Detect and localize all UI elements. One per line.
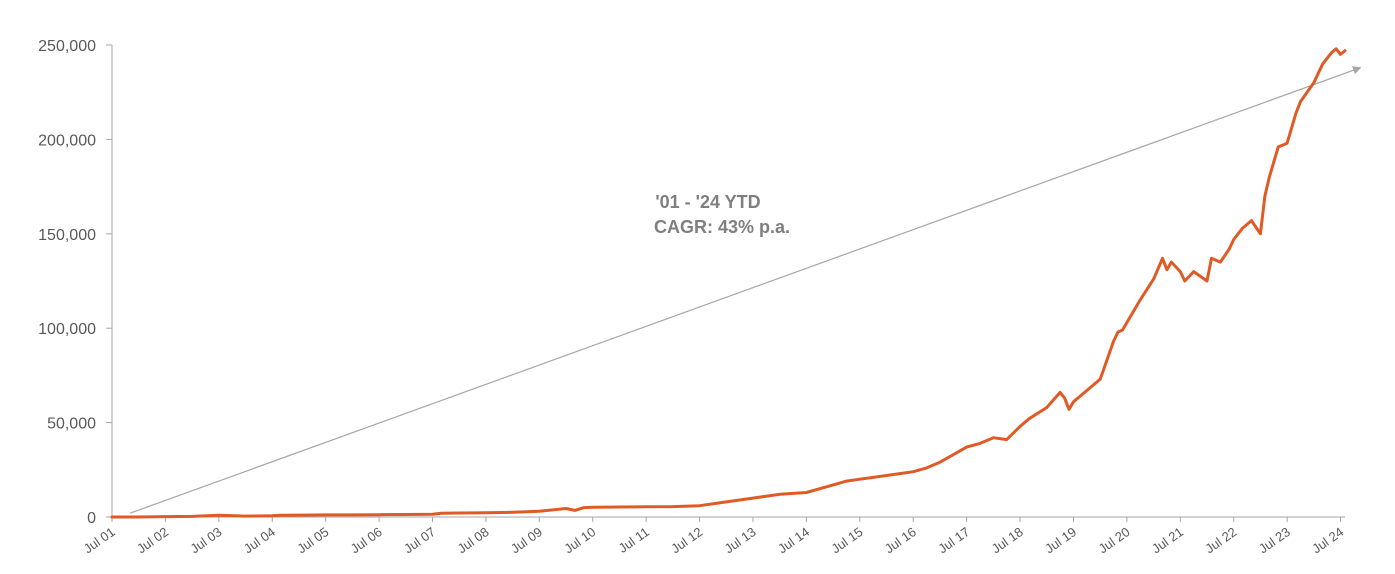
x-axis: Jul 01 Jul 02 Jul 03 Jul 04 Jul 05 Jul 06 Jul … bbox=[81, 516, 1346, 556]
x-tick-label: Jul 04 bbox=[241, 524, 278, 556]
series-line bbox=[110, 47, 1347, 519]
x-tick-label: Jul 16 bbox=[882, 524, 919, 556]
x-tick-label: Jul 23 bbox=[1256, 524, 1293, 556]
x-tick-label: Jul 12 bbox=[668, 524, 705, 556]
x-tick-label: Jul 09 bbox=[508, 524, 545, 556]
x-tick-label: Jul 08 bbox=[455, 524, 492, 556]
x-tick-label: Jul 13 bbox=[722, 524, 759, 556]
y-tick-label: 100,000 bbox=[38, 321, 96, 338]
x-tick-label: Jul 18 bbox=[989, 524, 1026, 556]
x-tick-label: Jul 03 bbox=[188, 524, 225, 556]
y-tick-label: 200,000 bbox=[38, 132, 96, 149]
y-tick-label: 50,000 bbox=[47, 416, 96, 433]
y-tick-label: 250,000 bbox=[38, 38, 96, 55]
x-tick-label: Jul 14 bbox=[775, 524, 812, 556]
x-tick-label: Jul 24 bbox=[1309, 524, 1346, 556]
x-tick-label: Jul 01 bbox=[81, 524, 118, 556]
y-tick-label: 150,000 bbox=[38, 227, 96, 244]
y-axis: 0 50,000 100,000 150,000 200,000 250,000 bbox=[38, 38, 113, 527]
x-tick-label: Jul 21 bbox=[1149, 524, 1186, 556]
x-tick-label: Jul 19 bbox=[1042, 524, 1079, 556]
x-tick-label: Jul 17 bbox=[935, 524, 972, 556]
annotation-line-1: '01 - '24 YTD bbox=[655, 192, 760, 212]
y-tick-label: 0 bbox=[87, 510, 96, 527]
cagr-arrow-line bbox=[129, 66, 1362, 514]
cagr-trend-arrow bbox=[129, 66, 1362, 514]
annotation-line-2: CAGR: 43% p.a. bbox=[654, 217, 790, 237]
x-tick-label: Jul 06 bbox=[348, 524, 385, 556]
x-tick-label: Jul 10 bbox=[561, 524, 598, 556]
x-tick-label: Jul 11 bbox=[616, 524, 652, 556]
x-tick-label: Jul 07 bbox=[401, 524, 438, 556]
x-tick-label: Jul 20 bbox=[1096, 524, 1133, 556]
x-tick-label: Jul 05 bbox=[294, 524, 331, 556]
x-tick-label: Jul 22 bbox=[1202, 524, 1239, 556]
series-group bbox=[110, 47, 1347, 519]
x-tick-label: Jul 15 bbox=[829, 524, 866, 556]
x-tick-label: Jul 02 bbox=[134, 524, 171, 556]
